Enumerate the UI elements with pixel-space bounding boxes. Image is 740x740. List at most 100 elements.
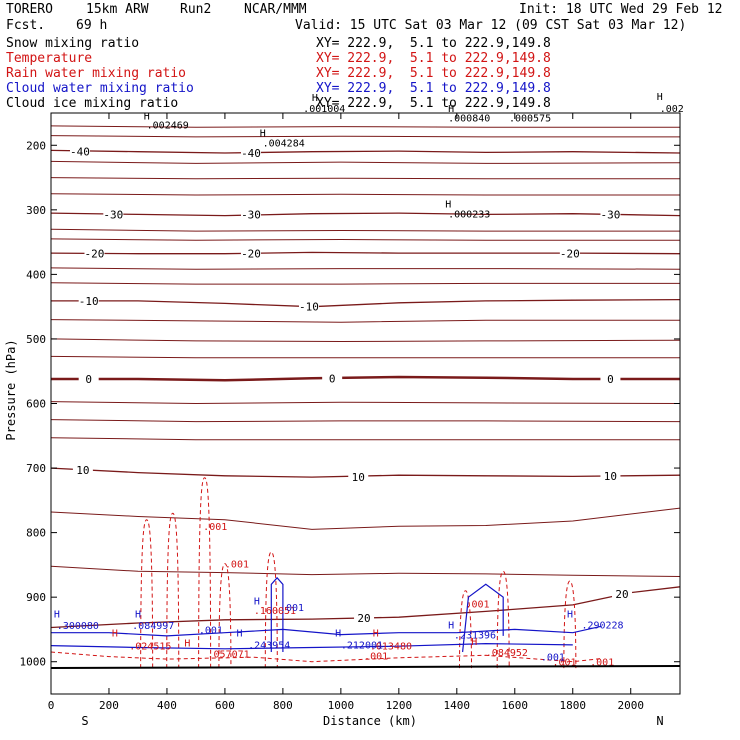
x-tick-label: 600 [215, 699, 235, 712]
snow-value-label: .002469 [147, 121, 189, 132]
x-tick-label: 200 [99, 699, 119, 712]
snow-value-label: .002 [660, 104, 684, 115]
contour-label-bg [600, 469, 621, 482]
y-tick-label: 600 [26, 398, 46, 411]
temperature-contour-line [50, 437, 680, 441]
contour-label-bg [559, 247, 580, 260]
legend-cloud-ice-xy: XY= 222.9, 5.1 to 222.9,149.8 [316, 96, 551, 111]
high-marker: H [335, 629, 341, 640]
temperature-contour-label: -30 [241, 208, 261, 221]
grid-resolution: 15km ARW [86, 2, 149, 17]
surface-line [50, 665, 681, 669]
temperature-contour-label: 20 [615, 588, 628, 601]
y-tick-label: 500 [26, 333, 46, 346]
cloud-water-contour-label: .001 [541, 653, 565, 664]
temperature-contour-line [51, 375, 680, 382]
temperature-contour-label: 10 [604, 470, 617, 483]
temperature-minor-contours [50, 125, 681, 577]
contour-label-bg [72, 463, 93, 476]
forecast-hours: 69 h [76, 18, 108, 33]
legend-rain-name: Rain water mixing ratio [6, 66, 187, 81]
temperature-contour-label: -20 [241, 248, 261, 261]
high-marker: H [567, 609, 573, 620]
high-marker: H [237, 629, 243, 640]
rain-water-contour-line [218, 563, 232, 669]
temperature-contour-label: -20 [560, 248, 580, 261]
cloud-water-contour-line [270, 576, 284, 652]
rain-water-contour-line [496, 570, 510, 669]
rain-water-contour-line [198, 477, 212, 669]
snow-value-label: .000840 [448, 114, 490, 125]
temperature-contour-line [51, 298, 681, 308]
snow-value-label: .000233 [448, 210, 490, 221]
temperature-contour-line [50, 251, 681, 255]
contour-label-bg [241, 247, 262, 260]
forecast-label: Fcst. [6, 18, 46, 33]
legend-cloud-ice-name: Cloud ice mixing ratio [6, 96, 179, 111]
y-tick-label: 900 [26, 591, 46, 604]
temperature-contour-line [50, 228, 680, 232]
rain-water-contour-line [459, 590, 473, 669]
temperature-contour-line [50, 125, 680, 128]
temperature-contour-label: -10 [79, 295, 99, 308]
contour-label-bg [241, 147, 262, 160]
legend-cloud-water-xy: XY= 222.9, 5.1 to 222.9,149.8 [316, 81, 551, 96]
cloud-water-value-label: .231396 [454, 631, 496, 642]
rain-water-value-label: .024515 [129, 642, 171, 653]
temperature-contour-label: 20 [357, 612, 370, 625]
cloud-water-contour-label: .001 [199, 625, 223, 636]
temperature-contours: -40 -40 -30 -30 -30 -20 -20 -20 -10 -10 0 0 0 10 10 10 2… [50, 145, 681, 629]
temperature-contour-label: -40 [241, 147, 261, 160]
temperature-contour-line [50, 212, 681, 217]
temperature-contour-line [50, 401, 681, 405]
temperature-contour-line [50, 135, 680, 138]
snow-value-label: .001004 [303, 104, 345, 115]
temperature-contour-line [50, 355, 680, 359]
contour-label-bg [354, 611, 375, 624]
rain-water-contour-label: .001 [364, 651, 388, 662]
x-tick-label: 0 [48, 699, 55, 712]
high-marker: H [54, 609, 60, 620]
legend-temperature-name: Temperature [6, 51, 93, 66]
legend-cloud-water-name: Cloud water mixing ratio [6, 81, 194, 96]
cloud-water-contour-line [51, 625, 602, 637]
rain-water-contour-label: .001 [552, 658, 576, 669]
model-name: TORERO [6, 2, 53, 17]
cloud-water-value-label: .290228 [581, 620, 623, 631]
y-tick-label: 1000 [20, 656, 47, 669]
temperature-contour-line [50, 586, 681, 629]
y-tick-label: 400 [26, 268, 46, 281]
temperature-contour-label: 10 [76, 464, 89, 477]
legend-rain-xy: XY= 222.9, 5.1 to 222.9,149.8 [316, 66, 551, 81]
temperature-contour-label: 10 [352, 471, 365, 484]
x-tick-label: 2000 [617, 699, 644, 712]
x-end-label-north: N [656, 714, 663, 728]
snow-value-label: .000575 [509, 114, 551, 125]
legend-snow-name: Snow mixing ratio [6, 36, 140, 51]
temperature-contour-line [50, 565, 681, 577]
x-end-label-south: S [81, 714, 88, 728]
x-tick-label: 800 [273, 699, 293, 712]
contour-label-bg [78, 372, 99, 385]
rain-water-value-label: .160051 [254, 606, 296, 617]
rain-water-contour-line [563, 580, 577, 669]
rain-water-contour-line [166, 512, 180, 669]
x-tick-label: 1200 [386, 699, 413, 712]
cloud-water-value-label: .243954 [248, 640, 290, 651]
high-marker: H [260, 128, 266, 139]
temperature-contour-line [50, 338, 681, 343]
high-marker: H [184, 638, 190, 649]
rain-water-contour-label: .001 [466, 600, 490, 611]
rain-water-contour-label: .001 [203, 522, 227, 533]
cloud-water-value-label: .084997 [132, 621, 174, 632]
snow-value-label: .004284 [263, 139, 305, 150]
x-tick-label: 1400 [444, 699, 471, 712]
rain-water-value-label: .084952 [486, 648, 528, 659]
contour-label-bg [348, 471, 369, 484]
legend-temperature-xy: XY= 222.9, 5.1 to 222.9,149.8 [316, 51, 551, 66]
temperature-contour-line [50, 160, 681, 164]
contour-label-bg [69, 145, 90, 158]
rain-water-contour-label: .001 [590, 658, 614, 669]
high-marker: H [657, 92, 663, 103]
